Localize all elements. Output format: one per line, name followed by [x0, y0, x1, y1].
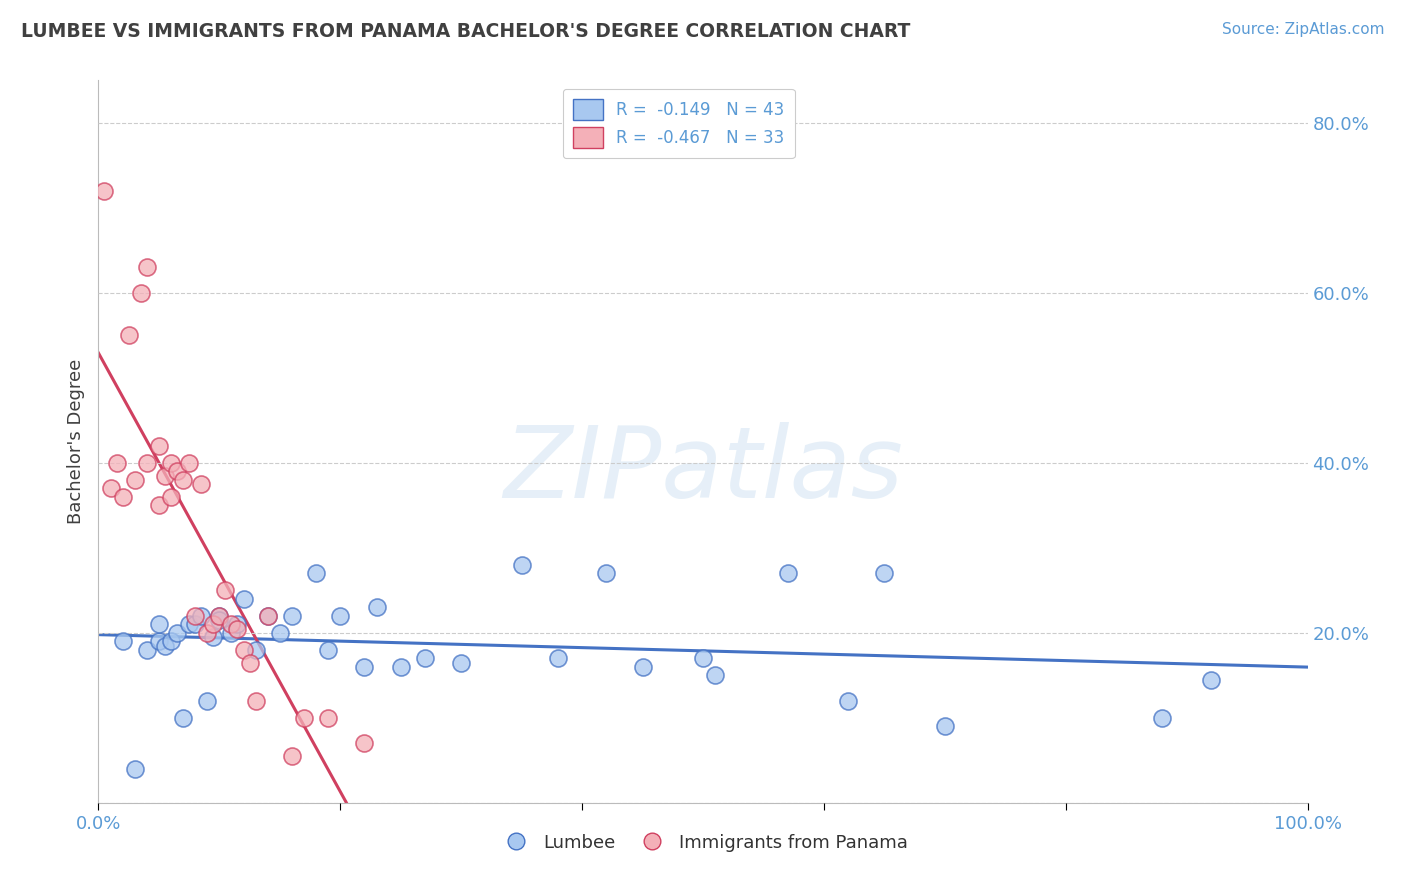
Point [202, 630, 225, 644]
Point [221, 625, 243, 640]
Point [195, 625, 218, 640]
Point [256, 608, 278, 623]
Point [208, 613, 231, 627]
Point [221, 617, 243, 632]
Point [232, 591, 254, 606]
Point [135, 260, 157, 275]
Point [214, 583, 236, 598]
Point [118, 328, 141, 343]
Point [160, 634, 183, 648]
Point [692, 651, 714, 665]
Point [226, 622, 249, 636]
Y-axis label: Bachelor's Degree: Bachelor's Degree [66, 359, 84, 524]
Point [245, 642, 267, 657]
Point [269, 625, 291, 640]
Text: Source: ZipAtlas.com: Source: ZipAtlas.com [1222, 22, 1385, 37]
Point [281, 608, 304, 623]
Point [256, 608, 278, 623]
Point [353, 660, 375, 674]
Point [353, 736, 375, 750]
Point [329, 608, 352, 623]
Point [129, 285, 152, 300]
Point [366, 600, 388, 615]
Point [239, 656, 262, 670]
Text: LUMBEE VS IMMIGRANTS FROM PANAMA BACHELOR'S DEGREE CORRELATION CHART: LUMBEE VS IMMIGRANTS FROM PANAMA BACHELO… [21, 22, 911, 41]
Point [124, 473, 146, 487]
Point [153, 468, 176, 483]
Point [166, 625, 188, 640]
Point [595, 566, 617, 581]
Point [292, 711, 315, 725]
Point [413, 651, 436, 665]
Point [184, 608, 207, 623]
Point [148, 617, 170, 632]
Point [184, 617, 207, 632]
Point [450, 656, 472, 670]
Point [226, 617, 249, 632]
Point [179, 617, 201, 632]
Point [510, 558, 533, 572]
Point [166, 464, 188, 478]
Point [934, 719, 956, 733]
Point [135, 456, 157, 470]
Point [776, 566, 799, 581]
Point [389, 660, 412, 674]
Point [153, 639, 176, 653]
Point [160, 456, 183, 470]
Point [208, 608, 231, 623]
Point [111, 490, 134, 504]
Point [179, 456, 201, 470]
Point [202, 617, 225, 632]
Point [1199, 673, 1222, 687]
Point [93, 184, 115, 198]
Point [316, 711, 339, 725]
Point [124, 762, 146, 776]
Point [111, 634, 134, 648]
Point [148, 634, 170, 648]
Text: ZIPatlas: ZIPatlas [503, 422, 903, 519]
Point [245, 694, 267, 708]
Point [704, 668, 727, 682]
Point [547, 651, 569, 665]
Point [148, 439, 170, 453]
Point [208, 608, 231, 623]
Point [100, 481, 122, 495]
Point [160, 490, 183, 504]
Point [190, 477, 212, 491]
Point [172, 711, 194, 725]
Point [135, 642, 157, 657]
Point [837, 694, 859, 708]
Point [305, 566, 328, 581]
Point [232, 642, 254, 657]
Point [190, 608, 212, 623]
Point [316, 642, 339, 657]
Point [105, 456, 128, 470]
Point [1152, 711, 1174, 725]
Point [281, 749, 304, 764]
Point [172, 473, 194, 487]
Point [195, 694, 218, 708]
Point [631, 660, 654, 674]
Point [148, 498, 170, 512]
Legend: Lumbee, Immigrants from Panama: Lumbee, Immigrants from Panama [491, 826, 915, 859]
Point [873, 566, 896, 581]
